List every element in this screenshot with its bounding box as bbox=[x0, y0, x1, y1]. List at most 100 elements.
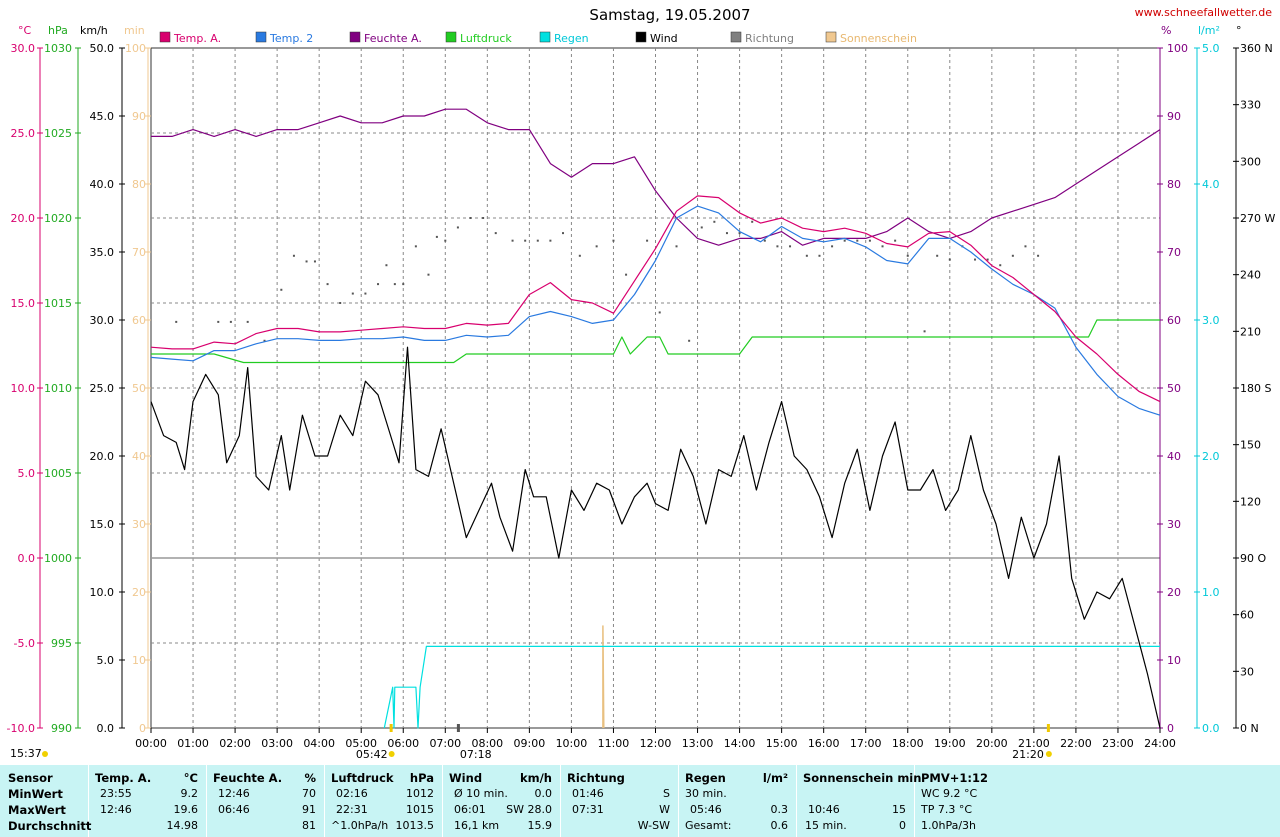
series-point-richtung bbox=[1011, 254, 1014, 257]
temp-tick-label: 5.0 bbox=[18, 467, 36, 480]
stats-header-pressure-unit: hPa bbox=[409, 771, 434, 785]
x-tick-label: 20:00 bbox=[976, 737, 1008, 750]
x-tick-label: 23:00 bbox=[1102, 737, 1134, 750]
humidity-tick-label: 100 bbox=[1167, 42, 1188, 55]
stats-humidity-value: 70 bbox=[302, 787, 316, 800]
stats-row-label: Durchschnitt bbox=[8, 819, 92, 833]
series-point-richtung bbox=[414, 245, 417, 248]
stats-sun-value: 0 bbox=[899, 819, 906, 832]
series-point-richtung bbox=[536, 239, 539, 242]
x-tick-label: 17:00 bbox=[850, 737, 882, 750]
x-tick-label: 00:00 bbox=[135, 737, 167, 750]
series-point-richtung bbox=[326, 283, 329, 286]
temp-tick-label: 10.0 bbox=[11, 382, 36, 395]
chart-title: Samstag, 19.05.2007 bbox=[589, 6, 750, 24]
series-line-wind bbox=[150, 346, 1161, 729]
rain-tick-label: 2.0 bbox=[1202, 450, 1220, 463]
temp-tick-label: 25.0 bbox=[11, 127, 36, 140]
stats-humidity-time: 06:46 bbox=[218, 803, 250, 816]
series-point-richtung bbox=[738, 232, 741, 235]
unit-rain: l/m² bbox=[1198, 24, 1220, 37]
series-point-richtung bbox=[393, 283, 396, 286]
series-point-richtung bbox=[456, 226, 459, 229]
wind-tick-label: 50.0 bbox=[90, 42, 115, 55]
x-tick-label: 03:00 bbox=[261, 737, 293, 750]
series-point-richtung bbox=[894, 239, 897, 242]
series-point-richtung bbox=[646, 239, 649, 242]
temp-tick-label: 0.0 bbox=[18, 552, 36, 565]
direction-tick-label: 90 O bbox=[1240, 552, 1266, 565]
stats-direction-time: 07:31 bbox=[572, 803, 604, 816]
stats-humidity-time: 12:46 bbox=[218, 787, 250, 800]
sunset-marker bbox=[1046, 724, 1050, 732]
direction-tick-label: 0 N bbox=[1240, 722, 1259, 735]
humidity-tick-label: 10 bbox=[1167, 654, 1181, 667]
stats-header-wind: Wind bbox=[449, 771, 483, 785]
series-point-richtung bbox=[843, 239, 846, 242]
pressure-tick-label: 1030 bbox=[44, 42, 72, 55]
temp-tick-label: 20.0 bbox=[11, 212, 36, 225]
stats-header-pmv: PMV+1:12 bbox=[921, 771, 989, 785]
stats-rain-value: 0.6 bbox=[770, 819, 789, 832]
chart-legend: Temp. A. Temp. 2 Feuchte A. Luftdruck Regen W… bbox=[159, 31, 917, 45]
station-time-label: 15:37 bbox=[10, 747, 42, 760]
stats-direction-time: 01:46 bbox=[572, 787, 604, 800]
series-point-richtung bbox=[246, 320, 249, 323]
direction-tick-label: 60 bbox=[1240, 609, 1254, 622]
series-point-richtung bbox=[700, 226, 703, 229]
x-tick-label: 05:00 bbox=[345, 737, 377, 750]
stats-temp-time: 23:55 bbox=[100, 787, 132, 800]
humidity-tick-label: 20 bbox=[1167, 586, 1181, 599]
x-tick-label: 21:00 bbox=[1018, 737, 1050, 750]
series-point-richtung bbox=[364, 292, 367, 295]
temp-tick-label: -10.0 bbox=[7, 722, 35, 735]
sun-tick-label: 60 bbox=[132, 314, 146, 327]
x-tick-label: 16:00 bbox=[808, 737, 840, 750]
website-link[interactable]: www.schneefallwetter.de bbox=[1135, 6, 1273, 19]
legend-label-richtung: Richtung bbox=[745, 32, 794, 45]
sunset-icon bbox=[1045, 751, 1052, 757]
legend-swatch-regen bbox=[539, 31, 551, 43]
humidity-tick-label: 40 bbox=[1167, 450, 1181, 463]
direction-tick-label: 330 bbox=[1240, 99, 1261, 112]
series-point-richtung bbox=[776, 245, 779, 248]
series-point-richtung bbox=[1037, 254, 1040, 257]
stats-header-humidity: Feuchte A. bbox=[213, 771, 283, 785]
stats-direction-value: S bbox=[663, 787, 670, 800]
legend-label-luftdruck: Luftdruck bbox=[460, 32, 512, 45]
stats-direction-value: W-SW bbox=[637, 819, 670, 832]
series-point-richtung bbox=[305, 260, 308, 263]
temp-tick-label: 30.0 bbox=[11, 42, 36, 55]
series-point-richtung bbox=[688, 339, 691, 342]
unit-sun: min bbox=[124, 24, 145, 37]
stats-header-temp-unit: °C bbox=[183, 771, 198, 785]
stats-header-pressure: Luftdruck bbox=[331, 771, 394, 785]
series-point-richtung bbox=[936, 254, 939, 257]
stats-wind-value: 15.9 bbox=[527, 819, 553, 832]
stats-wind-time: 06:01 bbox=[454, 803, 486, 816]
series-point-richtung bbox=[658, 311, 661, 314]
sun-tick-label: 0 bbox=[139, 722, 146, 735]
series-point-richtung bbox=[377, 283, 380, 286]
pressure-tick-label: 1005 bbox=[44, 467, 72, 480]
series-point-richtung bbox=[625, 273, 628, 276]
stats-pressure-time: 02:16 bbox=[336, 787, 368, 800]
series-point-richtung bbox=[494, 232, 497, 235]
series-line-sonnenschein bbox=[602, 625, 605, 729]
x-tick-label: 22:00 bbox=[1060, 737, 1092, 750]
sun-tick-label: 80 bbox=[132, 178, 146, 191]
unit-pressure: hPa bbox=[48, 24, 68, 37]
series-point-richtung bbox=[217, 320, 220, 323]
wind-tick-label: 10.0 bbox=[90, 586, 115, 599]
stats-header-humidity-unit: % bbox=[304, 771, 316, 785]
statistics-panel: Sensor Temp. A. °C Feuchte A. % Luftdruc… bbox=[0, 765, 1280, 837]
legend-swatch-richtung bbox=[730, 31, 742, 43]
weather-chart: Samstag, 19.05.2007 www.schneefallwetter… bbox=[7, 6, 1276, 761]
time-markers: 05:42 07:18 21:20 15:37 bbox=[10, 724, 1052, 761]
stats-pressure-time: ^1.0hPa/h bbox=[331, 819, 389, 832]
stats-sun-time: 15 min. bbox=[805, 819, 847, 832]
sun-max-label: 07:18 bbox=[460, 748, 492, 761]
direction-tick-label: 30 bbox=[1240, 665, 1254, 678]
stats-rain-value: 0.3 bbox=[770, 803, 789, 816]
series-point-richtung bbox=[818, 254, 821, 257]
